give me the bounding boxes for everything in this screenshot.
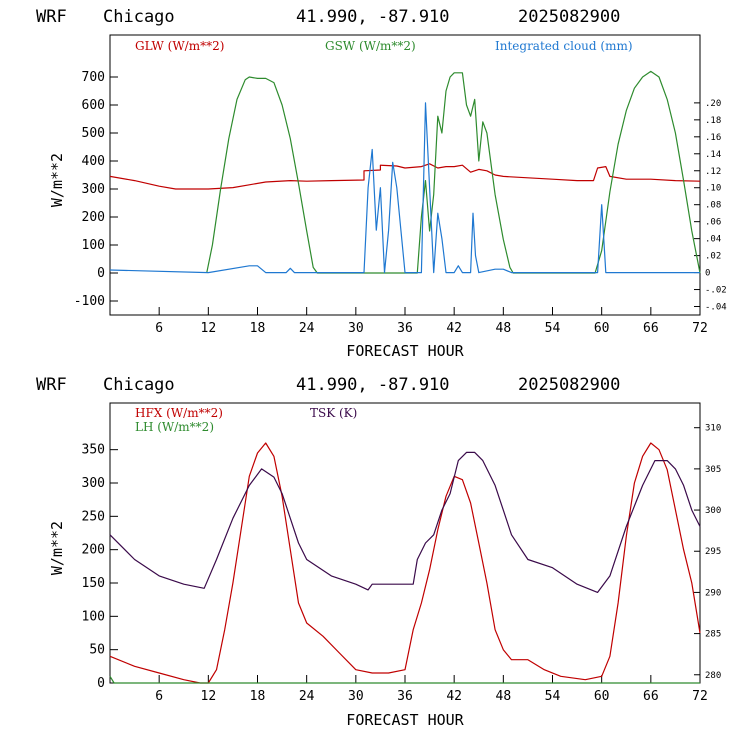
title-model: WRF bbox=[36, 375, 67, 395]
series-line-integrated bbox=[109, 102, 700, 274]
x-axis-label: FORECAST HOUR bbox=[346, 342, 464, 360]
axis-ticks: 6 12 18 24 30 36 42 48 54 60 66 72 0 50 100 150 200 250 30… bbox=[82, 424, 722, 704]
panel-radiation: WRF Chicago 41.990, -87.910 2025082900 6… bbox=[36, 7, 727, 360]
y-tick-label: 50 bbox=[89, 643, 105, 658]
y2-tick-label: 305 bbox=[705, 465, 721, 475]
y-tick-label: 0 bbox=[97, 266, 105, 281]
x-tick-label: 36 bbox=[397, 689, 413, 704]
series-line-gsw bbox=[206, 70, 701, 274]
x-tick-label: 18 bbox=[250, 321, 266, 336]
x-tick-label: 24 bbox=[299, 689, 315, 704]
legend-cloud: Integrated cloud (mm) bbox=[495, 39, 633, 53]
legend-lh: LH (W/m**2) bbox=[135, 420, 214, 434]
axis-ticks: 6 12 18 24 30 36 42 48 54 60 66 72 -100 0 100 200 300 400… bbox=[74, 70, 727, 336]
x-tick-label: 18 bbox=[250, 689, 266, 704]
y2-tick-label: .16 bbox=[705, 133, 721, 143]
y2-tick-label: 290 bbox=[705, 588, 721, 598]
x-tick-label: 72 bbox=[692, 689, 708, 704]
y2-tick-label: 280 bbox=[705, 671, 721, 681]
y-tick-label: 300 bbox=[82, 182, 105, 197]
title-coords: 41.990, -87.910 bbox=[296, 375, 450, 395]
y-tick-label: 500 bbox=[82, 126, 105, 141]
y2-tick-label: .02 bbox=[705, 252, 721, 262]
series-layer bbox=[109, 442, 701, 684]
x-tick-label: 6 bbox=[155, 321, 163, 336]
y-tick-label: 350 bbox=[82, 443, 105, 458]
series-line-glw bbox=[109, 163, 701, 190]
x-tick-label: 48 bbox=[496, 689, 512, 704]
plot-frame bbox=[109, 402, 701, 684]
y-axis-label: W/m**2 bbox=[48, 521, 66, 575]
y-tick-label: 100 bbox=[82, 609, 105, 624]
x-tick-label: 66 bbox=[643, 321, 659, 336]
title-location: Chicago bbox=[103, 7, 175, 27]
title-model: WRF bbox=[36, 7, 67, 27]
x-tick-label: 54 bbox=[545, 689, 561, 704]
x-tick-label: 42 bbox=[446, 321, 462, 336]
x-tick-label: 72 bbox=[692, 321, 708, 336]
y-tick-label: 200 bbox=[82, 210, 105, 225]
title-location: Chicago bbox=[103, 375, 175, 395]
y2-tick-label: .14 bbox=[705, 150, 721, 160]
y-tick-label: 400 bbox=[82, 154, 105, 169]
y2-tick-label: 0 bbox=[705, 269, 710, 279]
y-tick-label: 600 bbox=[82, 98, 105, 113]
x-tick-label: 60 bbox=[594, 689, 610, 704]
title-run: 2025082900 bbox=[518, 7, 620, 27]
x-tick-label: 66 bbox=[643, 689, 659, 704]
y2-tick-label: .18 bbox=[705, 116, 721, 126]
y2-tick-label: 300 bbox=[705, 506, 721, 516]
title-run: 2025082900 bbox=[518, 375, 620, 395]
x-tick-label: 42 bbox=[446, 689, 462, 704]
x-tick-label: 36 bbox=[397, 321, 413, 336]
y2-tick-label: .06 bbox=[705, 218, 721, 228]
series-line-hfx bbox=[109, 442, 701, 684]
x-tick-label: 6 bbox=[155, 689, 163, 704]
y2-tick-label: .08 bbox=[705, 201, 721, 211]
y2-tick-label: .10 bbox=[705, 184, 721, 194]
legend-tsk: TSK (K) bbox=[310, 406, 357, 420]
y2-tick-label: -.02 bbox=[705, 286, 727, 296]
x-tick-label: 24 bbox=[299, 321, 315, 336]
y-tick-label: 200 bbox=[82, 543, 105, 558]
x-tick-label: 60 bbox=[594, 321, 610, 336]
y2-tick-label: .04 bbox=[705, 235, 721, 245]
panel-fluxes: WRF Chicago 41.990, -87.910 2025082900 6… bbox=[36, 375, 721, 729]
legend-glw: GLW (W/m**2) bbox=[135, 39, 224, 53]
y-tick-label: 0 bbox=[97, 676, 105, 691]
y-axis-label: W/m**2 bbox=[48, 153, 66, 207]
x-tick-label: 30 bbox=[348, 689, 364, 704]
x-tick-label: 12 bbox=[201, 321, 217, 336]
y2-tick-label: .12 bbox=[705, 167, 721, 177]
y-tick-label: 150 bbox=[82, 576, 105, 591]
x-tick-label: 48 bbox=[496, 321, 512, 336]
x-axis-label: FORECAST HOUR bbox=[346, 711, 464, 729]
series-line-lh bbox=[109, 675, 700, 684]
y2-tick-label: .20 bbox=[705, 99, 721, 109]
x-tick-label: 54 bbox=[545, 321, 561, 336]
y2-tick-label: 310 bbox=[705, 424, 721, 434]
title-coords: 41.990, -87.910 bbox=[296, 7, 450, 27]
y-tick-label: 700 bbox=[82, 70, 105, 85]
y-tick-label: 250 bbox=[82, 509, 105, 524]
x-tick-label: 30 bbox=[348, 321, 364, 336]
legend-gsw: GSW (W/m**2) bbox=[325, 39, 416, 53]
y2-tick-label: -.04 bbox=[705, 303, 727, 313]
series-line-tsk bbox=[109, 451, 701, 594]
y2-tick-label: 295 bbox=[705, 547, 721, 557]
y-tick-label: 300 bbox=[82, 476, 105, 491]
series-layer bbox=[109, 70, 701, 274]
y-tick-label: 100 bbox=[82, 238, 105, 253]
x-tick-label: 12 bbox=[201, 689, 217, 704]
y-tick-label: -100 bbox=[74, 294, 105, 309]
y2-tick-label: 285 bbox=[705, 630, 721, 640]
legend-hfx: HFX (W/m**2) bbox=[135, 406, 223, 420]
